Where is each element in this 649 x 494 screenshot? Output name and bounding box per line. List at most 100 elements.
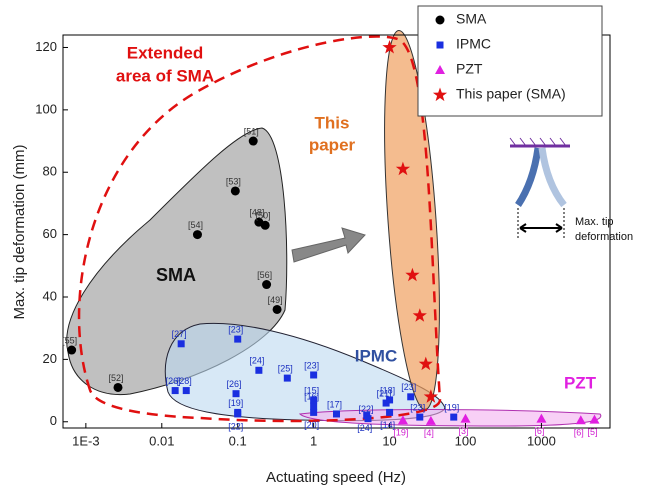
point (310, 402, 318, 410)
point-label: [24] (357, 423, 372, 433)
point-label: [23] (228, 324, 243, 334)
annotation: paper (309, 135, 356, 154)
plot-frame (62, 34, 611, 429)
legend-label: This paper (SMA) (456, 86, 566, 102)
legend-marker (435, 65, 445, 74)
point (589, 414, 600, 424)
point (397, 415, 408, 425)
point-label: [25] (278, 363, 293, 373)
point (192, 230, 202, 240)
x-axis-label: Actuating speed (Hz) (266, 469, 406, 486)
point (248, 136, 258, 146)
point-label: [28] (177, 376, 192, 386)
point (450, 413, 458, 421)
point-label: [26] (166, 376, 181, 386)
legend-box (417, 5, 603, 117)
point (182, 387, 190, 395)
y-tick-label: 0 (50, 413, 57, 428)
point-label: [15] (304, 385, 319, 395)
annotation: deformation (575, 231, 633, 243)
annotation: This (315, 113, 350, 132)
point (171, 387, 179, 395)
point (272, 304, 282, 314)
point-label: [19] (393, 428, 408, 438)
point-label: [52] (108, 373, 123, 383)
point (386, 396, 394, 404)
point-label: [19] (228, 398, 243, 408)
point (262, 280, 272, 290)
point-label: [23] (304, 360, 319, 370)
y-tick-label: 80 (43, 164, 57, 179)
point (67, 345, 77, 355)
point (113, 382, 123, 392)
y-tick-label: 20 (43, 351, 57, 366)
y-tick-label: 100 (35, 101, 57, 116)
point-label: [23] (401, 382, 416, 392)
point-label: [48] (249, 208, 264, 218)
point (416, 413, 424, 421)
point (395, 161, 411, 176)
beam-icon (509, 137, 570, 238)
point-label: [54] (188, 220, 203, 230)
x-tick-label: 0.01 (149, 433, 174, 448)
point (460, 413, 471, 423)
point-label: [6] (534, 426, 544, 436)
annotation: Extended (127, 43, 204, 62)
point-label: [22] (228, 421, 243, 431)
x-tick-label: 10 (382, 433, 396, 448)
point-label: [24] (249, 356, 264, 366)
x-tick-label: 1E-3 (72, 433, 99, 448)
annotation: PZT (564, 373, 597, 392)
point-label: [23] (410, 402, 425, 412)
point (232, 390, 240, 398)
point-label: [5] (587, 427, 597, 437)
legend-marker (435, 15, 445, 25)
point-label: [3] (458, 426, 468, 436)
arrow (291, 227, 366, 263)
point-label: [17] (327, 399, 342, 409)
legend-marker (432, 87, 448, 102)
annotation: Max. tip (575, 216, 614, 228)
point-label: [49] (268, 295, 283, 305)
point-label: [14] (380, 420, 395, 430)
point (405, 267, 420, 282)
y-tick-label: 40 (43, 288, 57, 303)
point (382, 40, 397, 54)
point (333, 410, 340, 418)
point (177, 340, 185, 348)
point (575, 415, 586, 425)
point (234, 410, 242, 418)
point-label: [56] (257, 270, 272, 280)
point (234, 335, 242, 343)
point-label: [21] (377, 388, 392, 398)
annotation: IPMC (355, 346, 398, 365)
legend-label: IPMC (456, 36, 491, 52)
y-axis-label: Max. tip deformation (mm) (11, 144, 28, 319)
point-label: [4] (424, 428, 434, 438)
point (310, 371, 318, 379)
point-label: [19] (444, 402, 459, 412)
point-label: [55] (62, 335, 77, 345)
x-tick-label: 0.1 (229, 433, 247, 448)
point-label: [50] (256, 211, 271, 221)
point-label: [20] (304, 420, 319, 430)
y-tick-label: 60 (43, 226, 57, 241)
point (260, 220, 270, 230)
point (418, 356, 433, 371)
point (283, 374, 291, 382)
legend-marker (436, 41, 444, 49)
point-label: [18] (380, 385, 395, 395)
point (310, 396, 318, 404)
point-label: [51] (244, 126, 259, 136)
legend-label: SMA (456, 11, 487, 27)
point-label: [22] (359, 404, 374, 414)
point-label: [6] (574, 428, 584, 438)
point (425, 415, 436, 425)
point (255, 366, 263, 374)
point (412, 308, 427, 322)
point-label: [53] (226, 176, 241, 186)
point (310, 408, 318, 416)
x-tick-label: 100 (455, 433, 477, 448)
point (536, 413, 547, 423)
